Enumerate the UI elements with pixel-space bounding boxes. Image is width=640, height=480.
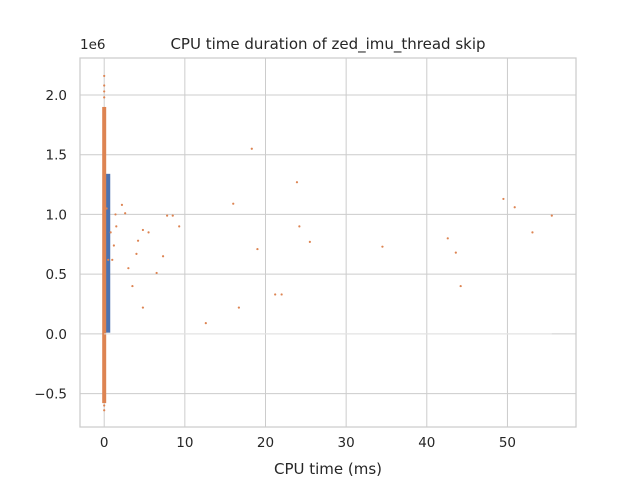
y-tick-label: 1.0 [46,207,67,223]
y-tick-label: 2.0 [46,88,67,104]
y-axis-offset-label: 1e6 [80,37,105,53]
scatter-point [127,267,130,270]
scatter-point [250,147,253,150]
scatter-point [114,213,117,216]
scatter-point [136,239,140,242]
y-tick-label: 0.5 [46,267,67,283]
x-tick-label: 20 [257,435,274,451]
y-tick-label: −0.5 [34,387,67,403]
scatter-point [111,258,114,261]
scatter-point [155,271,158,275]
scatter-point [103,404,106,407]
scatter-point [107,258,110,261]
y-tick-label: 1.5 [46,148,67,164]
scatter-point [141,306,145,309]
scatter-point [103,84,106,87]
scatter-point [147,231,150,234]
bar [105,173,111,333]
scatter-point [112,244,115,247]
scatter-point [274,293,277,296]
chart-title: CPU time duration of zed_imu_thread skip [170,35,485,54]
scatter-point [308,240,311,244]
scatter-point [103,409,106,412]
plot-frame [79,57,577,428]
scatter-point [531,231,534,234]
x-axis-label: CPU time (ms) [274,460,382,478]
x-tick-label: 0 [100,435,109,451]
scatter-point [454,251,457,254]
scatter-point [131,284,134,288]
scatter-point [171,214,174,217]
scatter-point [381,245,384,248]
scatter-point [161,255,165,258]
scatter-point [513,206,516,209]
x-tick-label: 40 [418,435,435,451]
scatter-point [295,181,299,184]
scatter-point [550,214,553,217]
x-tick-label: 30 [338,435,355,451]
tick-labels: 0 10 20 30 40 50 −0.5 0.0 0.5 1.0 1.5 2.0 [34,88,516,451]
scatter-point [103,90,106,93]
y-tick-label: 0.0 [46,327,67,343]
scatter-point [115,225,118,228]
dense-point-band [102,106,107,404]
scatter-point [298,225,301,228]
scatter-point [446,237,449,240]
scatter-point [204,322,207,325]
scatter-point [124,212,127,215]
scatter-point [103,96,106,99]
scatter-point [105,207,108,210]
x-tick-label: 50 [499,435,516,451]
x-tick-label: 10 [176,435,193,451]
scatter-point [135,252,138,255]
scatter-point [166,214,169,217]
scatter-point [280,293,283,296]
plot-data [102,74,553,412]
scatter-point [120,203,124,206]
scatter-point [178,225,181,228]
scatter-point [237,306,240,309]
scatter-point [141,228,145,232]
scatter-point [232,202,235,205]
scatter-point [256,247,259,251]
scatter-point [103,74,106,78]
scatter-point [459,284,462,288]
grid-lines [80,58,576,427]
scatter-point [109,231,112,234]
scatter-point [502,197,505,201]
